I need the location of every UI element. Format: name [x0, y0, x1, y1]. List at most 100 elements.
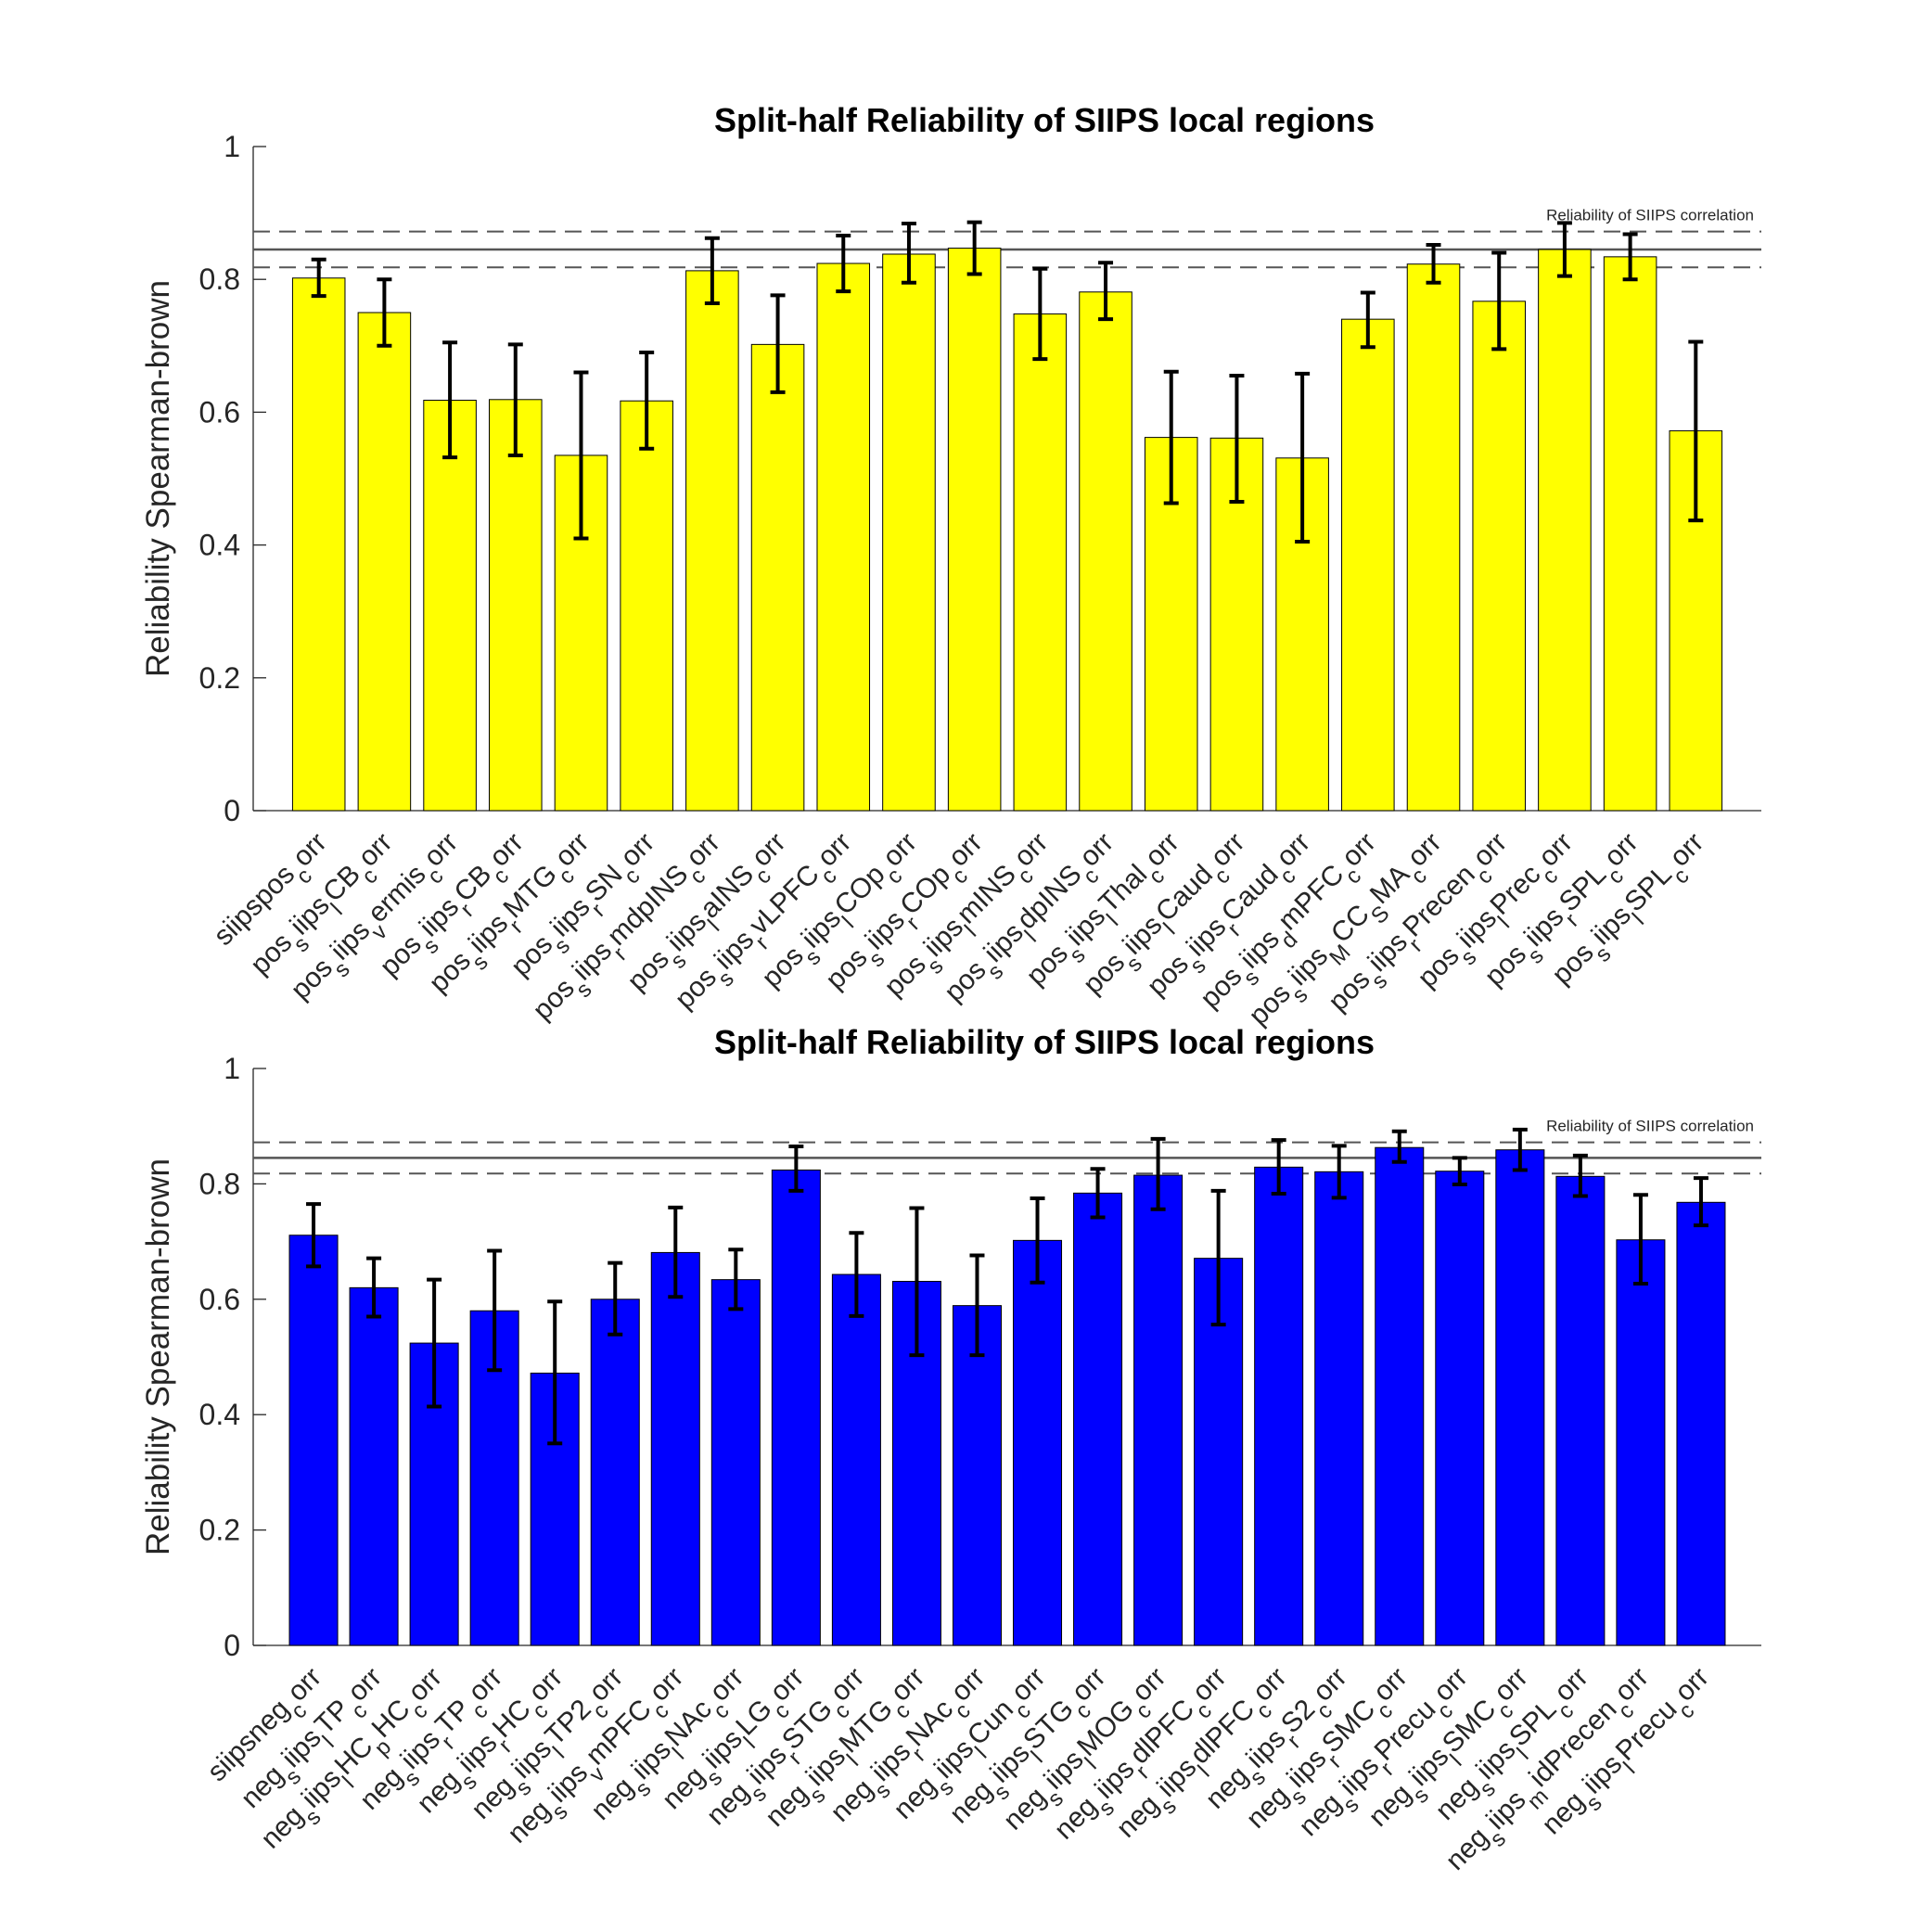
- label-part: CB: [449, 859, 498, 908]
- y-tick-label: 0.6: [199, 1283, 240, 1316]
- chart-title: Split-half Reliability of SIIPS local re…: [714, 101, 1375, 139]
- bar: [1495, 1149, 1545, 1646]
- label-part: pos: [1479, 939, 1533, 992]
- label-part: pos: [1020, 938, 1074, 992]
- label-part: orr: [483, 827, 529, 873]
- label-part: iips: [1181, 911, 1232, 962]
- label-part: orr: [463, 1662, 508, 1708]
- bar: [771, 1169, 821, 1646]
- label-part: neg: [760, 1778, 814, 1833]
- label-part: orr: [812, 827, 857, 873]
- bar: [1375, 1146, 1425, 1646]
- label-part: orr: [1664, 827, 1709, 873]
- label-part: pos: [285, 953, 339, 1006]
- label-part: orr: [1205, 827, 1250, 873]
- label-part: iips: [414, 891, 465, 942]
- label-part: pos: [669, 962, 723, 1016]
- label-part: orr: [1307, 1662, 1352, 1708]
- label-part: neg: [411, 1765, 466, 1820]
- bar: [1435, 1171, 1485, 1646]
- bar: [288, 1235, 339, 1646]
- label-part: orr: [403, 1662, 448, 1708]
- label-part: orr: [1139, 827, 1184, 873]
- y-tick-label: 0.8: [199, 262, 240, 296]
- bar: [1013, 1239, 1063, 1646]
- bar: [1555, 1175, 1606, 1646]
- label-part: orr: [1467, 827, 1513, 873]
- bar: [1133, 1174, 1184, 1646]
- label-part: pos: [621, 943, 675, 997]
- bar: [1676, 1201, 1726, 1646]
- y-tick-label: 1: [224, 130, 240, 163]
- label-part: neg: [502, 1795, 557, 1849]
- label-part: iips: [543, 1758, 594, 1809]
- label-part: orr: [764, 1662, 810, 1708]
- y-tick-label: 0: [224, 794, 240, 827]
- label-part: orr: [1549, 1662, 1594, 1708]
- label-part: orr: [583, 1662, 629, 1708]
- reference-label: Reliability of SIIPS correlation: [1546, 207, 1754, 224]
- label-part: iips: [860, 904, 911, 955]
- label-part: neg: [354, 1761, 409, 1816]
- bar: [291, 277, 346, 812]
- bar: [1406, 263, 1461, 812]
- y-tick-label: 0.4: [199, 529, 240, 562]
- y-tick-label: 0: [224, 1629, 240, 1662]
- label-part: orr: [1533, 827, 1579, 873]
- label-part: orr: [1247, 1662, 1292, 1708]
- top-panel-chart: 0 0.2 0.4 0.6 0.8 1 Reliability of SIIPS corre…: [140, 101, 1761, 1031]
- label-part: pos: [939, 954, 992, 1008]
- y-tick-label: 1: [224, 1052, 240, 1085]
- label-part: orr: [704, 1662, 749, 1708]
- bar: [1341, 318, 1395, 812]
- label-part: orr: [1126, 1662, 1171, 1708]
- label-part: SN: [580, 859, 629, 908]
- label-part: neg: [1363, 1778, 1417, 1833]
- label-part: orr: [644, 1662, 689, 1708]
- bar: [1254, 1166, 1304, 1646]
- y-tick-label: 0.2: [199, 661, 240, 695]
- y-tick-label: 0.2: [199, 1514, 240, 1547]
- label-part: orr: [615, 827, 660, 873]
- label-part: Thal: [1094, 859, 1154, 919]
- bar: [947, 248, 1002, 812]
- bar: [816, 262, 871, 812]
- bar: [590, 1299, 640, 1646]
- bar: [620, 400, 673, 812]
- label-part: CC: [1325, 899, 1375, 949]
- label-part: TP: [429, 1694, 476, 1740]
- label-part: CB: [317, 859, 366, 908]
- label-part: orr: [1670, 1662, 1715, 1708]
- label-part: iips: [395, 1724, 446, 1775]
- label-part: orr: [1367, 1662, 1413, 1708]
- label-part: orr: [287, 827, 332, 873]
- label-part: HC: [366, 1694, 416, 1744]
- bottom-panel-chart: 0 0.2 0.4 0.6 0.8 1 Reliability of SIIPS corre…: [140, 1023, 1761, 1876]
- label-part: orr: [942, 827, 988, 873]
- label-part: neg: [888, 1771, 942, 1825]
- label-part: iips: [567, 935, 618, 986]
- label-part: neg: [701, 1777, 756, 1832]
- label-part: iips: [1334, 1750, 1385, 1801]
- label-part: neg: [1429, 1772, 1484, 1826]
- bar: [750, 343, 805, 812]
- y-tick-label: 0.8: [199, 1167, 240, 1200]
- label-part: orr: [549, 827, 595, 873]
- label-part: iips: [1240, 1723, 1291, 1774]
- label-part: pos: [245, 928, 299, 981]
- label-part: orr: [1074, 827, 1120, 873]
- label-part: pos: [878, 949, 932, 1003]
- label-part: orr: [1005, 1662, 1051, 1708]
- bar: [952, 1305, 1002, 1646]
- label-part: pos: [527, 973, 581, 1027]
- label-part: orr: [418, 827, 464, 873]
- label-part: pos: [505, 928, 559, 982]
- bar: [1073, 1192, 1123, 1646]
- bar: [357, 312, 412, 812]
- label-part: orr: [945, 1662, 991, 1708]
- bar: [1472, 301, 1526, 812]
- bar: [1314, 1171, 1364, 1646]
- y-axis-label: Reliability Spearman-brown: [140, 1158, 176, 1555]
- label-part: HC: [329, 1731, 379, 1781]
